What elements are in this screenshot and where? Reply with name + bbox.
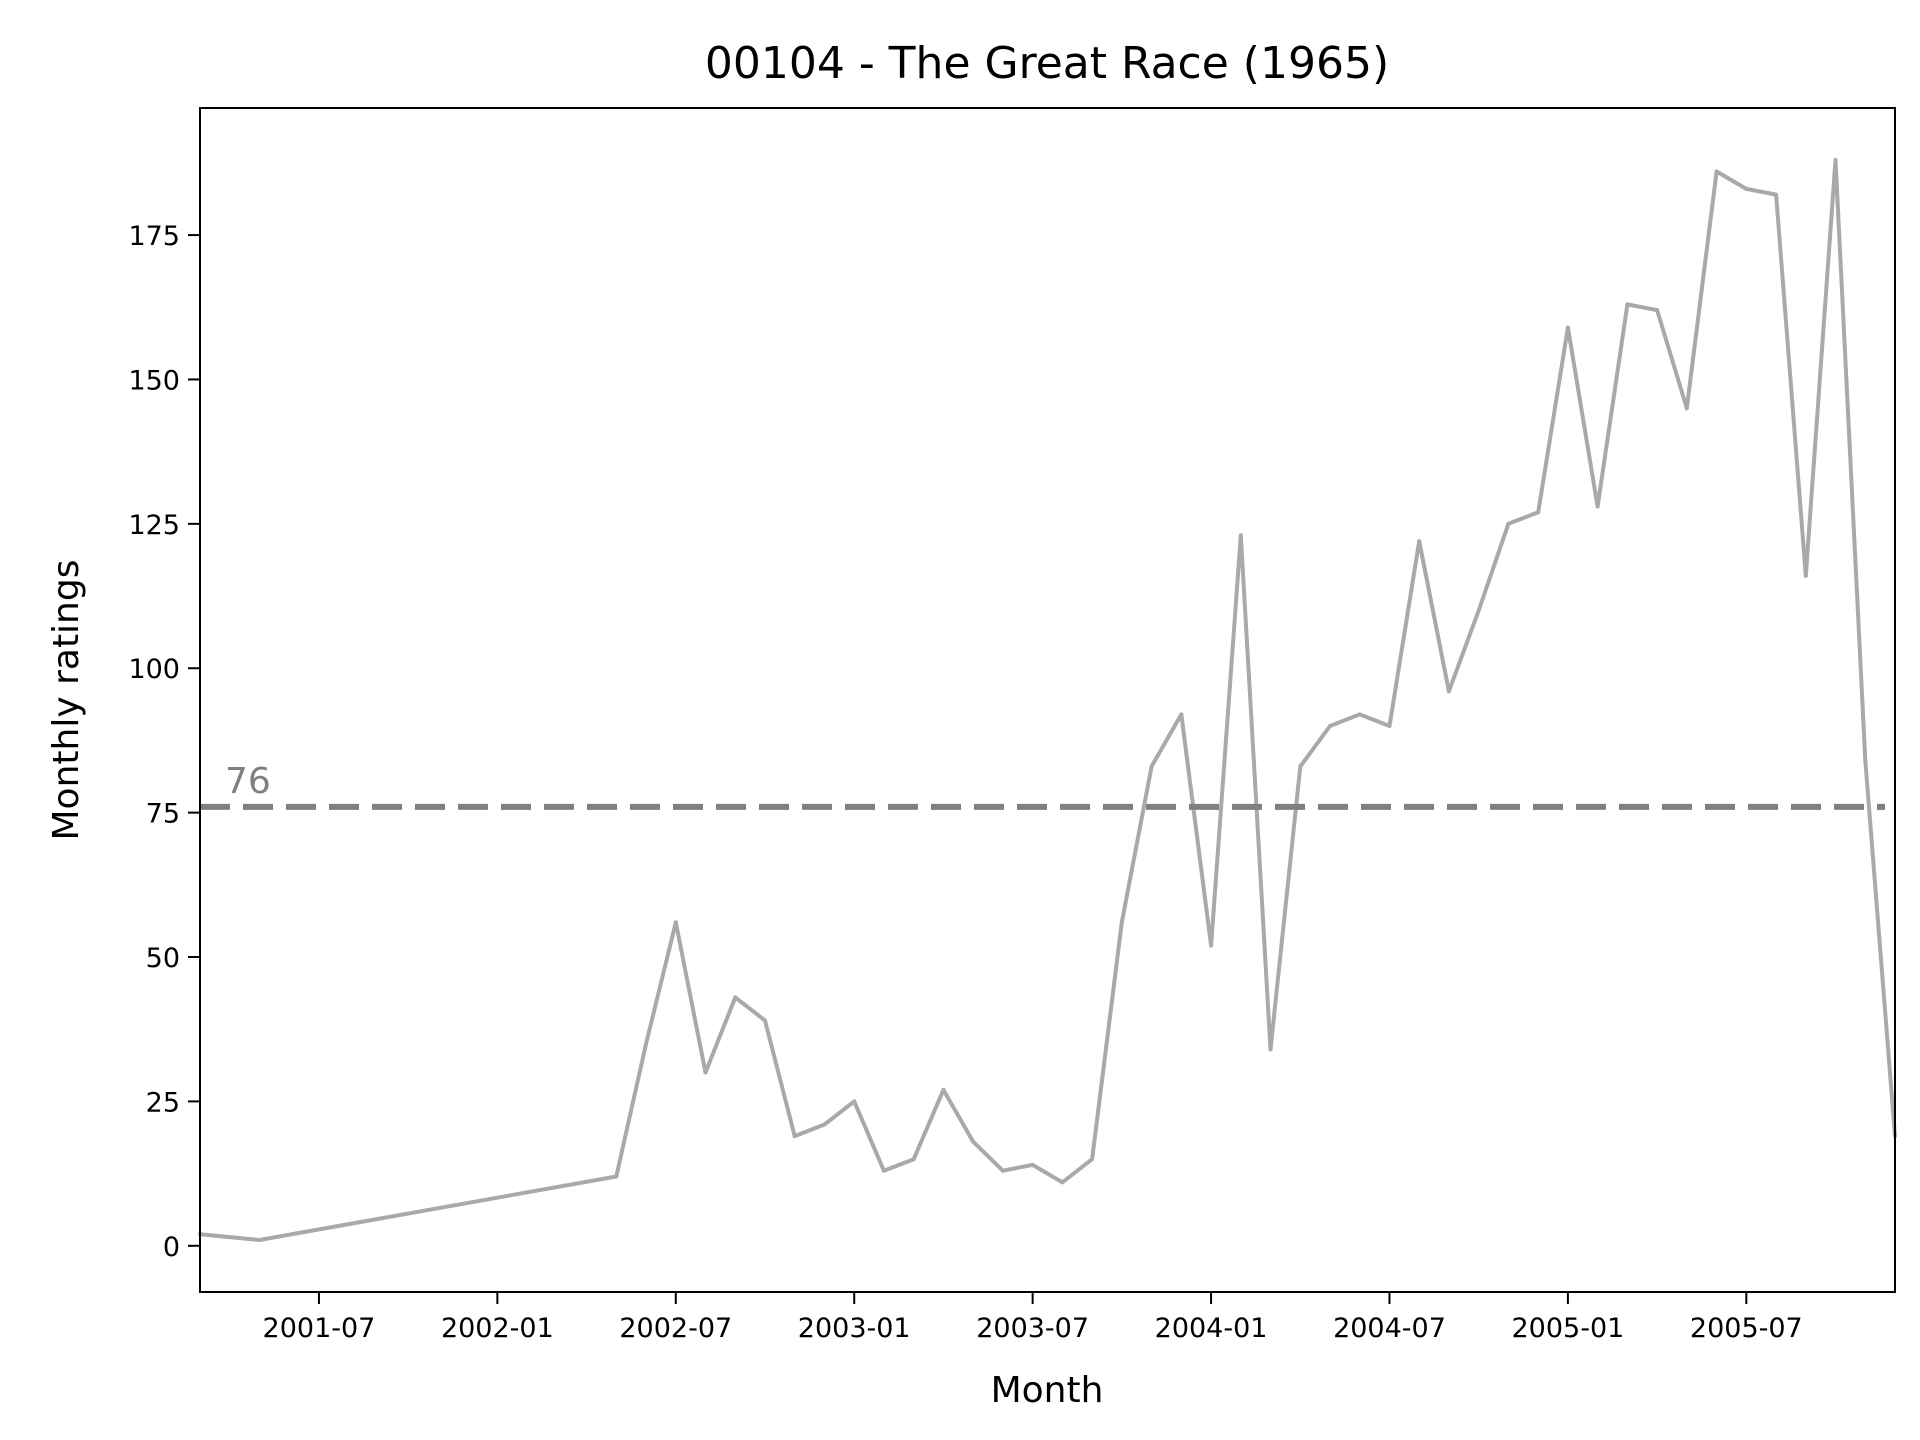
data-point bbox=[733, 995, 738, 1000]
x-tick-label: 2004-01 bbox=[1155, 1313, 1268, 1344]
data-point bbox=[1238, 533, 1243, 538]
x-tick-label: 2003-07 bbox=[976, 1313, 1089, 1344]
data-point bbox=[1417, 539, 1422, 544]
y-tick-label: 25 bbox=[146, 1087, 180, 1118]
x-tick-label: 2003-01 bbox=[798, 1313, 911, 1344]
y-tick-label: 100 bbox=[128, 654, 180, 685]
data-point bbox=[911, 1157, 916, 1162]
chart-title: 00104 - The Great Race (1965) bbox=[705, 38, 1389, 89]
data-point bbox=[1714, 169, 1719, 174]
data-point bbox=[1655, 308, 1660, 313]
y-tick-label: 150 bbox=[128, 365, 180, 396]
data-point bbox=[1357, 712, 1362, 717]
x-axis-label: Month bbox=[991, 1370, 1104, 1411]
series-line bbox=[199, 158, 1897, 1242]
data-point bbox=[822, 1122, 827, 1127]
data-point bbox=[1298, 764, 1303, 769]
data-point bbox=[1387, 724, 1392, 728]
data-point bbox=[881, 1168, 886, 1173]
y-tick-label: 0 bbox=[163, 1232, 180, 1263]
x-tick-label: 2001-07 bbox=[263, 1313, 376, 1344]
data-point bbox=[1803, 573, 1808, 578]
reference-line-label: 76 bbox=[225, 761, 271, 802]
data-point bbox=[1565, 325, 1570, 330]
data-point bbox=[1209, 943, 1214, 948]
data-point bbox=[1774, 192, 1779, 197]
x-tick-label: 2004-07 bbox=[1333, 1313, 1446, 1344]
data-point bbox=[1000, 1168, 1005, 1173]
data-point bbox=[941, 1087, 946, 1092]
data-point bbox=[257, 1238, 262, 1242]
data-point bbox=[1833, 158, 1838, 162]
x-tick-label: 2002-01 bbox=[441, 1313, 554, 1344]
data-point bbox=[1179, 712, 1184, 717]
data-point bbox=[1328, 724, 1332, 728]
data-point bbox=[852, 1099, 857, 1104]
data-point bbox=[1536, 510, 1541, 515]
data-point bbox=[1476, 608, 1481, 613]
data-point bbox=[1119, 920, 1124, 925]
data-point bbox=[1625, 302, 1630, 307]
x-tick-label: 2005-01 bbox=[1511, 1313, 1624, 1344]
plot-frame bbox=[199, 107, 1896, 1293]
data-point bbox=[1595, 504, 1600, 509]
data-point bbox=[1446, 689, 1451, 694]
data-point bbox=[763, 1018, 767, 1023]
data-point bbox=[1268, 1047, 1273, 1052]
data-point bbox=[673, 920, 678, 925]
y-axis-ticks: 0 25 50 75 100 125 150 175 bbox=[128, 221, 200, 1263]
data-point bbox=[1684, 406, 1689, 411]
data-point bbox=[703, 1070, 708, 1075]
data-point bbox=[1149, 764, 1154, 769]
plot-content: 76 bbox=[198, 158, 1897, 1242]
y-tick-label: 175 bbox=[128, 221, 180, 252]
data-point bbox=[1090, 1157, 1095, 1162]
data-point bbox=[792, 1134, 797, 1139]
y-axis-label: Monthly ratings bbox=[46, 560, 87, 841]
data-point bbox=[644, 1041, 649, 1046]
data-point bbox=[1744, 186, 1749, 191]
data-point bbox=[971, 1139, 976, 1144]
y-tick-label: 125 bbox=[128, 510, 180, 541]
data-point bbox=[1506, 521, 1511, 526]
data-point bbox=[614, 1174, 619, 1179]
y-tick-label: 50 bbox=[146, 943, 180, 974]
data-point bbox=[1030, 1162, 1035, 1167]
y-tick-label: 75 bbox=[146, 799, 180, 830]
data-point bbox=[1060, 1180, 1065, 1185]
x-tick-label: 2005-07 bbox=[1690, 1313, 1803, 1344]
x-tick-label: 2002-07 bbox=[619, 1313, 732, 1344]
x-axis-ticks: 2001-07 2002-01 2002-07 2003-01 2003-07 2004-… bbox=[263, 1292, 1803, 1344]
data-point bbox=[1863, 758, 1868, 763]
